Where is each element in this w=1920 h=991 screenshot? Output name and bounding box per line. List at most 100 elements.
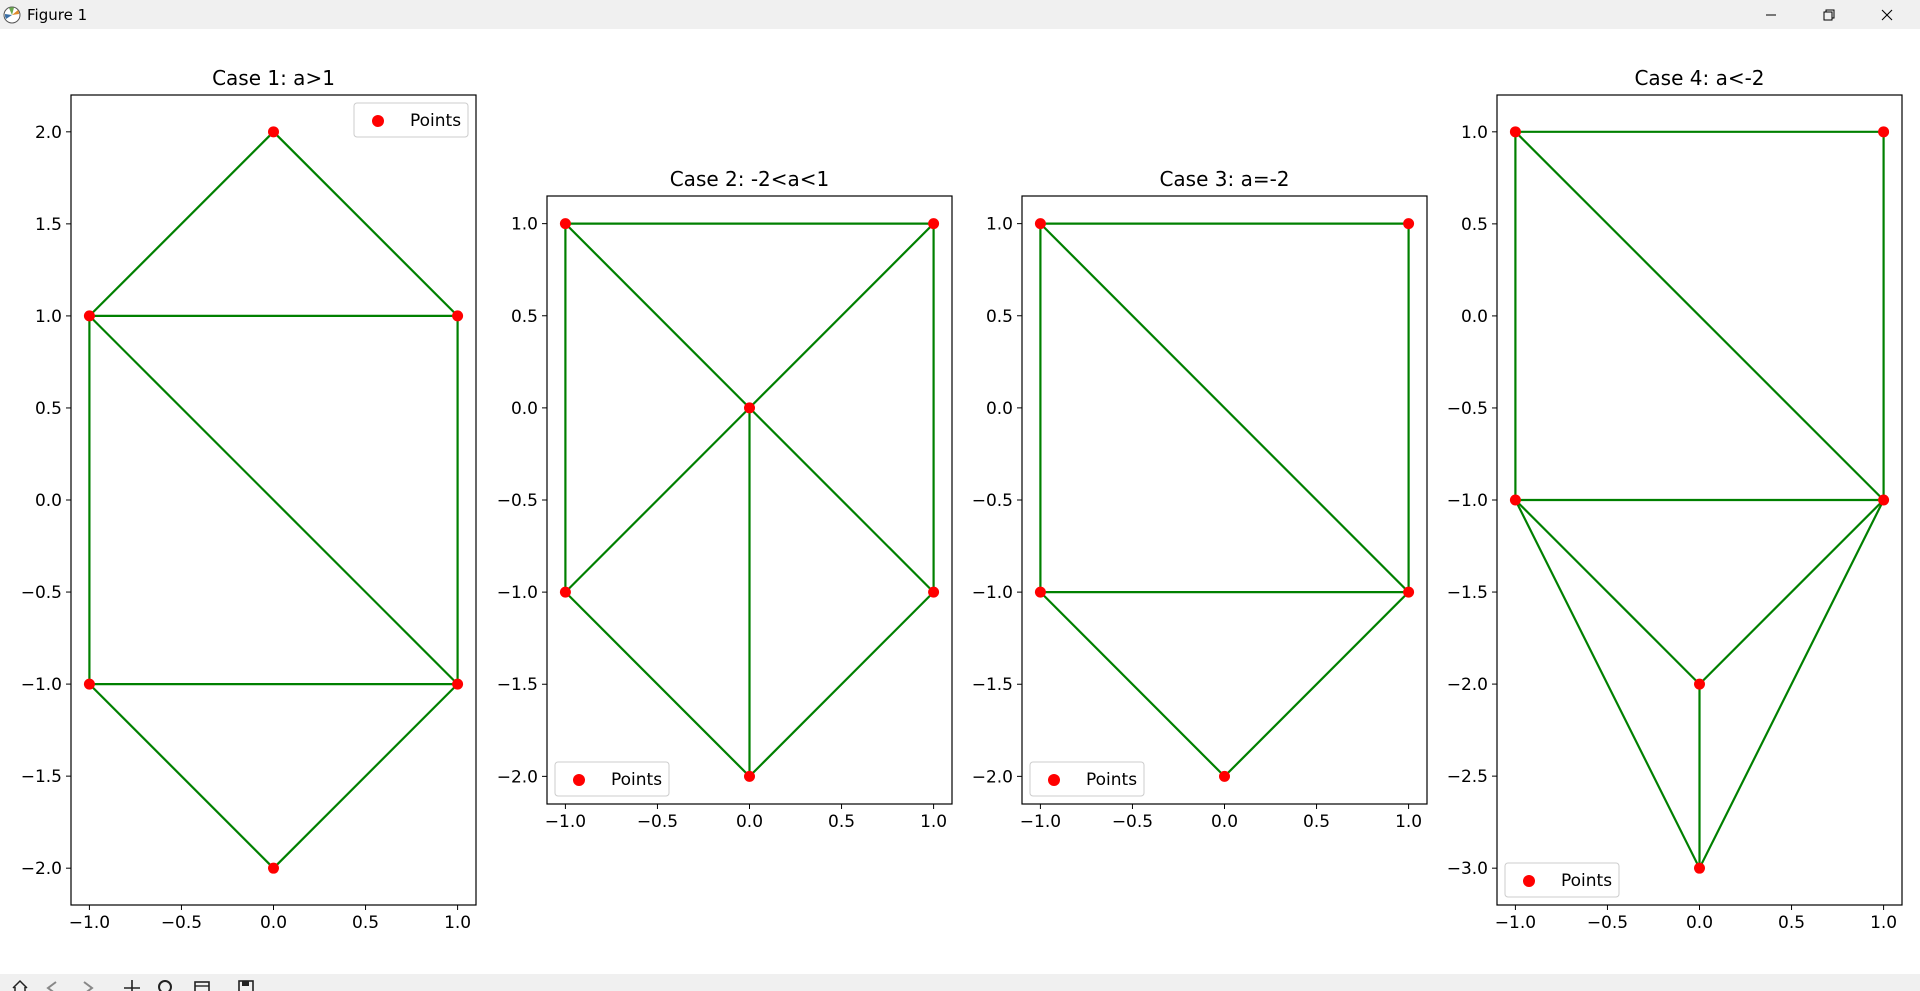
figure-svg: −1.0 −0.5 0.0 0.5 1.02.01.51.00.50.0−0.5−1.0… <box>21 66 1903 933</box>
y-tick-label: −0.5 <box>1447 399 1488 419</box>
x-tick-label: −1.0 <box>1495 913 1536 933</box>
data-point <box>1403 218 1415 230</box>
y-tick-label: −1.5 <box>497 675 538 695</box>
data-point <box>1403 586 1415 598</box>
y-tick-label: −0.5 <box>21 583 62 603</box>
y-tick-label: −1.0 <box>972 583 1013 603</box>
y-tick-label: −3.0 <box>1447 859 1488 879</box>
data-point <box>1034 586 1046 598</box>
edge-line <box>1514 131 1885 501</box>
chart-title: Case 1: a>1 <box>212 66 335 90</box>
y-tick-label: −1.5 <box>21 767 62 787</box>
chart-title: Case 3: a=-2 <box>1159 167 1289 191</box>
zoom-icon[interactable] <box>156 978 176 991</box>
legend-label: Points <box>1086 770 1137 790</box>
x-tick-label: −1.0 <box>545 812 586 832</box>
close-button[interactable] <box>1858 0 1916 29</box>
data-point <box>268 862 279 874</box>
data-point <box>1509 126 1521 138</box>
x-tick-label: 1.0 <box>1870 913 1897 933</box>
edge-line <box>748 407 935 593</box>
legend-marker <box>372 115 384 127</box>
back-icon[interactable] <box>42 978 62 991</box>
edge-line <box>88 315 459 685</box>
y-tick-label: 0.5 <box>35 399 62 419</box>
legend-label: Points <box>1561 871 1612 891</box>
window-title-bar: Figure 1 <box>0 0 1920 29</box>
legend-frame <box>1504 862 1620 898</box>
x-tick-label: 1.0 <box>444 913 471 933</box>
configure-subplots-icon[interactable] <box>192 978 212 991</box>
x-tick-label: −1.0 <box>69 913 110 933</box>
legend: Points <box>1029 761 1145 797</box>
data-point <box>452 310 464 322</box>
y-tick-label: −1.0 <box>1447 491 1488 511</box>
legend: Points <box>353 102 469 138</box>
legend-marker <box>573 774 585 786</box>
y-tick-label: 0.5 <box>511 307 538 327</box>
home-icon[interactable] <box>10 978 30 991</box>
y-tick-label: −1.5 <box>1447 583 1488 603</box>
x-tick-label: 0.0 <box>260 913 287 933</box>
save-icon[interactable] <box>236 978 256 991</box>
x-tick-label: 0.0 <box>1211 812 1238 832</box>
legend-marker <box>1523 875 1535 887</box>
edge-line <box>88 683 275 869</box>
edge-line <box>1698 499 1885 869</box>
legend-label: Points <box>410 111 461 131</box>
edge-line <box>748 222 935 409</box>
chart-title: Case 2: -2<a<1 <box>670 167 830 191</box>
y-tick-label: 0.0 <box>35 491 62 511</box>
y-tick-label: −2.0 <box>21 859 62 879</box>
forward-icon[interactable] <box>78 978 98 991</box>
data-point <box>83 678 95 690</box>
y-tick-label: −2.0 <box>972 767 1013 787</box>
data-point <box>559 218 571 230</box>
data-point <box>1878 494 1890 506</box>
data-point <box>1694 678 1705 690</box>
data-point <box>1219 770 1230 782</box>
edge-line <box>564 591 751 778</box>
y-tick-label: 0.0 <box>986 399 1013 419</box>
x-tick-label: −0.5 <box>1587 913 1628 933</box>
y-tick-label: 1.0 <box>35 307 62 327</box>
edge-line <box>88 131 275 317</box>
y-tick-label: 0.5 <box>1461 215 1488 235</box>
y-tick-label: −1.0 <box>21 675 62 695</box>
y-tick-label: −2.0 <box>1447 675 1488 695</box>
restore-icon <box>1823 9 1835 20</box>
subplot-2: −1.0 −0.5 0.0 0.5 1.0 1.0 0.5 0.0 −0.5 −1.0 −1.5 −2… <box>497 167 953 832</box>
x-tick-label: 1.0 <box>920 812 947 832</box>
x-tick-label: −0.5 <box>637 812 678 832</box>
edge-line <box>1223 591 1410 778</box>
close-icon <box>1881 9 1893 20</box>
y-tick-label: 1.0 <box>986 215 1013 235</box>
data-point <box>83 310 95 322</box>
y-tick-label: −0.5 <box>972 491 1013 511</box>
y-tick-label: −2.5 <box>1447 767 1488 787</box>
legend-frame <box>353 102 469 138</box>
data-point <box>1694 862 1705 874</box>
minimize-button[interactable] <box>1742 0 1800 29</box>
minimize-icon <box>1766 14 1776 15</box>
legend-frame <box>1029 761 1145 797</box>
subplot-3: −1.0 −0.5 0.0 0.5 1.0 1.0 0.5 0.0 −0.5 −1.0 −1.5 −2… <box>972 167 1428 832</box>
axes-background <box>1022 196 1427 804</box>
edge-line <box>1039 591 1226 778</box>
x-tick-label: 0.5 <box>1778 913 1805 933</box>
chart-title: Case 4: a<-2 <box>1634 66 1764 90</box>
y-tick-label: −2.0 <box>497 767 538 787</box>
data-point <box>744 402 755 414</box>
x-tick-label: 0.0 <box>736 812 763 832</box>
legend: Points <box>554 761 670 797</box>
pan-icon[interactable] <box>122 978 142 991</box>
figure-canvas[interactable]: −1.0 −0.5 0.0 0.5 1.0 2.0 1.5 1.0 0.5 0.0 −0.5 −1.0… <box>0 29 1920 974</box>
legend-marker <box>1048 774 1060 786</box>
y-tick-label: −0.5 <box>497 491 538 511</box>
data-point <box>452 678 464 690</box>
restore-button[interactable] <box>1800 0 1858 29</box>
subplot-1: −1.0 −0.5 0.0 0.5 1.0 2.0 1.5 1.0 0.5 0.0 −0.5 −1.0… <box>21 66 477 933</box>
y-tick-label: 0.0 <box>1461 307 1488 327</box>
legend-label: Points <box>611 770 662 790</box>
y-tick-label: 2.0 <box>35 123 62 143</box>
